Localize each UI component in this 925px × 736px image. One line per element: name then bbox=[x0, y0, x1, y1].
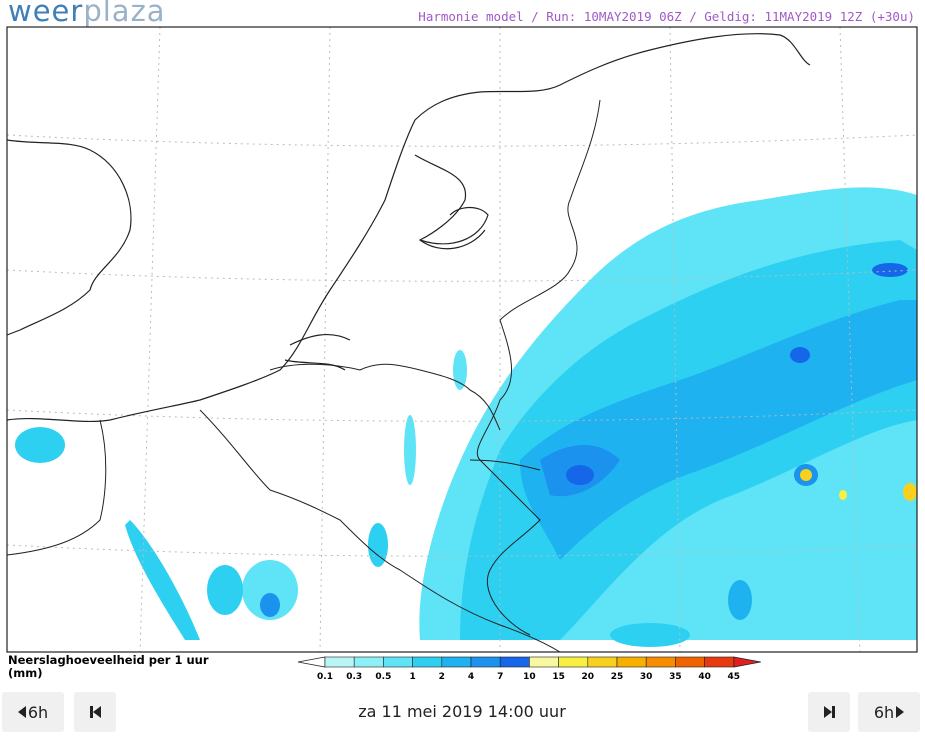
border bbox=[269, 363, 501, 431]
rain-area bbox=[839, 490, 847, 500]
level-label: 10 bbox=[523, 672, 536, 682]
level-label: 30 bbox=[640, 672, 653, 682]
color-segment bbox=[470, 656, 501, 668]
color-segment bbox=[558, 656, 589, 668]
graticule-line bbox=[669, 26, 681, 653]
arrow-right-icon bbox=[823, 706, 832, 718]
rain-area bbox=[207, 565, 243, 615]
level-label: 7 bbox=[497, 672, 503, 682]
level-label: 45 bbox=[728, 672, 741, 682]
color-segment bbox=[529, 656, 559, 668]
coastline bbox=[284, 334, 351, 371]
level-label: 15 bbox=[552, 672, 565, 682]
rain-area bbox=[566, 465, 594, 485]
datetime: za 11 mei 2019 14:00 uur bbox=[358, 702, 566, 721]
last-button[interactable] bbox=[808, 692, 850, 732]
color-segment bbox=[441, 656, 472, 668]
model-info: Harmonie model / Run: 10MAY2019 06Z / Ge… bbox=[418, 9, 915, 24]
rain-area bbox=[520, 300, 917, 560]
step-forward-button[interactable]: 6h bbox=[858, 692, 920, 732]
graticule-line bbox=[319, 26, 331, 653]
graticule-line bbox=[839, 26, 861, 653]
step-back-label: 6h bbox=[27, 702, 49, 722]
level-label: 0.3 bbox=[346, 672, 362, 682]
step-back-button[interactable]: 6h bbox=[2, 692, 64, 732]
level-label: 0.1 bbox=[317, 672, 333, 682]
logo-primary: weer bbox=[8, 0, 84, 28]
color-segment bbox=[675, 656, 705, 668]
rain-area bbox=[242, 560, 298, 620]
rain-area bbox=[790, 347, 810, 363]
borders bbox=[6, 99, 601, 653]
rain-area bbox=[610, 623, 690, 647]
color-segment bbox=[587, 656, 618, 668]
color-segment bbox=[616, 656, 647, 668]
rain-area bbox=[728, 580, 752, 620]
border bbox=[476, 99, 601, 636]
color-segment bbox=[499, 656, 530, 668]
arrow-right-icon bbox=[896, 706, 905, 718]
level-label: 0.5 bbox=[375, 672, 391, 682]
level-label: 4 bbox=[468, 672, 474, 682]
precipitation bbox=[15, 187, 917, 647]
color-scale: 0.1 0.3 0.5 1 2 4 7 10 15 20 25 30 35 40 45 bbox=[297, 656, 761, 682]
coastline bbox=[6, 33, 811, 423]
graticule-line bbox=[139, 26, 161, 653]
border bbox=[469, 459, 541, 471]
color-segment bbox=[383, 656, 413, 668]
level-label: 2 bbox=[439, 672, 445, 682]
level-label: 25 bbox=[611, 672, 624, 682]
border bbox=[199, 409, 561, 653]
rain-area bbox=[872, 263, 908, 277]
first-button[interactable] bbox=[74, 692, 116, 732]
bar-icon bbox=[89, 706, 93, 718]
step-forward-label: 6h bbox=[873, 702, 895, 722]
color-segment bbox=[645, 656, 676, 668]
coastlines bbox=[6, 33, 811, 423]
color-segment bbox=[324, 656, 355, 668]
arrow-left-icon bbox=[92, 706, 101, 718]
legend-unit: (mm) bbox=[8, 666, 42, 680]
level-label: 35 bbox=[669, 672, 682, 682]
graticule bbox=[6, 26, 918, 653]
legend-title: Neerslaghoeveelheid per 1 uur bbox=[8, 653, 209, 667]
color-segment bbox=[353, 656, 384, 668]
bar-icon bbox=[831, 706, 835, 718]
rain-area bbox=[15, 427, 65, 463]
level-label: 20 bbox=[582, 672, 595, 682]
map: Neerslaghoeveelheid per 1 uur (mm) 0.1 0.… bbox=[6, 26, 918, 682]
map-frame bbox=[6, 26, 918, 653]
rain-area bbox=[800, 469, 812, 481]
rain-area bbox=[903, 483, 917, 501]
under-arrow bbox=[297, 656, 326, 668]
logo[interactable]: weerplaza bbox=[8, 0, 166, 28]
coastline bbox=[414, 154, 486, 250]
level-label: 40 bbox=[698, 672, 711, 682]
border bbox=[6, 419, 107, 556]
arrow-left-icon bbox=[17, 706, 26, 718]
level-label: 1 bbox=[409, 672, 415, 682]
coastline bbox=[6, 139, 132, 336]
rain-area bbox=[453, 350, 467, 390]
color-segment bbox=[412, 656, 443, 668]
logo-secondary: plaza bbox=[83, 0, 166, 28]
rain-area bbox=[404, 415, 416, 485]
rain-area bbox=[260, 593, 280, 617]
color-segment bbox=[704, 656, 735, 668]
coastline bbox=[419, 206, 489, 245]
over-arrow bbox=[733, 656, 761, 668]
